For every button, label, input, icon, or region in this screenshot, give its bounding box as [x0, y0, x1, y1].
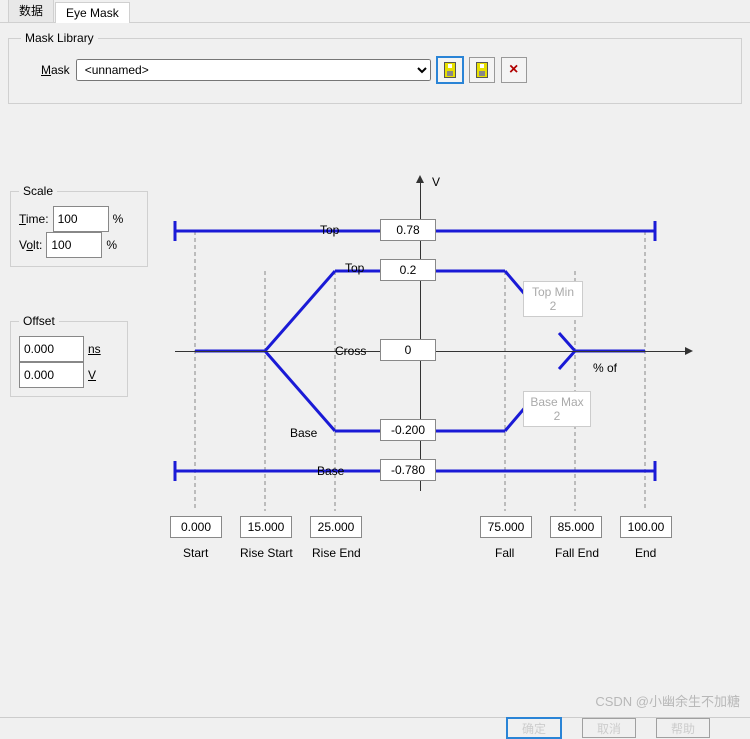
x-risestart-box[interactable]: 15.000 [240, 516, 292, 538]
tab-data[interactable]: 数据 [8, 0, 54, 22]
watermark: CSDN @小幽余生不加糖 [595, 691, 740, 710]
y-axis-arrow-icon [416, 175, 424, 183]
inner-top-label: Top [345, 261, 364, 275]
tab-eye-mask[interactable]: Eye Mask [55, 2, 130, 23]
v-innerbase-box[interactable]: -0.200 [380, 419, 436, 441]
x-riseend-label: Rise End [312, 546, 361, 560]
base-line-label: Base [317, 464, 344, 478]
help-button[interactable]: 帮助 [656, 718, 710, 738]
scale-legend: Scale [19, 184, 57, 198]
cancel-button[interactable]: 取消 [582, 718, 636, 738]
scale-group: Scale Time: % Volt: % [10, 191, 148, 267]
time-label: Time: [19, 212, 49, 226]
offset-volt-unit: V [88, 368, 96, 382]
save-icon [476, 62, 488, 78]
v-base-box[interactable]: -0.780 [380, 459, 436, 481]
volt-unit: % [106, 238, 117, 252]
x-start-label: Start [183, 546, 208, 560]
offset-time-input[interactable] [19, 336, 84, 362]
footer-bar: 确定 取消 帮助 [0, 717, 750, 738]
v-innertop-box[interactable]: 0.2 [380, 259, 436, 281]
basemax2-box[interactable]: Base Max 2 [523, 391, 591, 427]
volt-input[interactable] [46, 232, 102, 258]
y-axis-label: V [432, 175, 440, 189]
open-mask-button[interactable] [437, 57, 463, 83]
eye-mask-diagram: V % of Top Base Top Cross Base Top Min 2… [165, 181, 705, 601]
time-unit: % [113, 212, 124, 226]
mask-label: Mask [41, 63, 70, 77]
mask-library-legend: Mask Library [21, 31, 98, 45]
mask-select[interactable]: <unnamed> [76, 59, 431, 81]
x-riseend-box[interactable]: 25.000 [310, 516, 362, 538]
x-start-box[interactable]: 0.000 [170, 516, 222, 538]
x-fall-label: Fall [495, 546, 514, 560]
tab-strip: 数据 Eye Mask [0, 0, 750, 23]
save-mask-button[interactable] [469, 57, 495, 83]
close-icon: × [509, 62, 518, 78]
open-icon [444, 62, 456, 78]
offset-time-unit: ns [88, 342, 101, 356]
top-line-label: Top [320, 223, 339, 237]
x-fall-box[interactable]: 75.000 [480, 516, 532, 538]
x-axis-label: % of [593, 361, 617, 375]
v-cross-box[interactable]: 0 [380, 339, 436, 361]
x-end-box[interactable]: 100.00 [620, 516, 672, 538]
mask-library-group: Mask Library Mask <unnamed> × [8, 31, 742, 104]
offset-group: Offset ns V [10, 321, 128, 397]
cross-label: Cross [335, 344, 366, 358]
x-fallend-label: Fall End [555, 546, 599, 560]
time-input[interactable] [53, 206, 109, 232]
x-axis-arrow-icon [685, 347, 693, 355]
v-top-box[interactable]: 0.78 [380, 219, 436, 241]
x-fallend-box[interactable]: 85.000 [550, 516, 602, 538]
offset-volt-input[interactable] [19, 362, 84, 388]
inner-base-label: Base [290, 426, 317, 440]
x-end-label: End [635, 546, 656, 560]
delete-mask-button[interactable]: × [501, 57, 527, 83]
x-risestart-label: Rise Start [240, 546, 293, 560]
offset-legend: Offset [19, 314, 59, 328]
topmin2-box[interactable]: Top Min 2 [523, 281, 583, 317]
ok-button[interactable]: 确定 [506, 717, 562, 739]
volt-label: Volt: [19, 238, 42, 252]
